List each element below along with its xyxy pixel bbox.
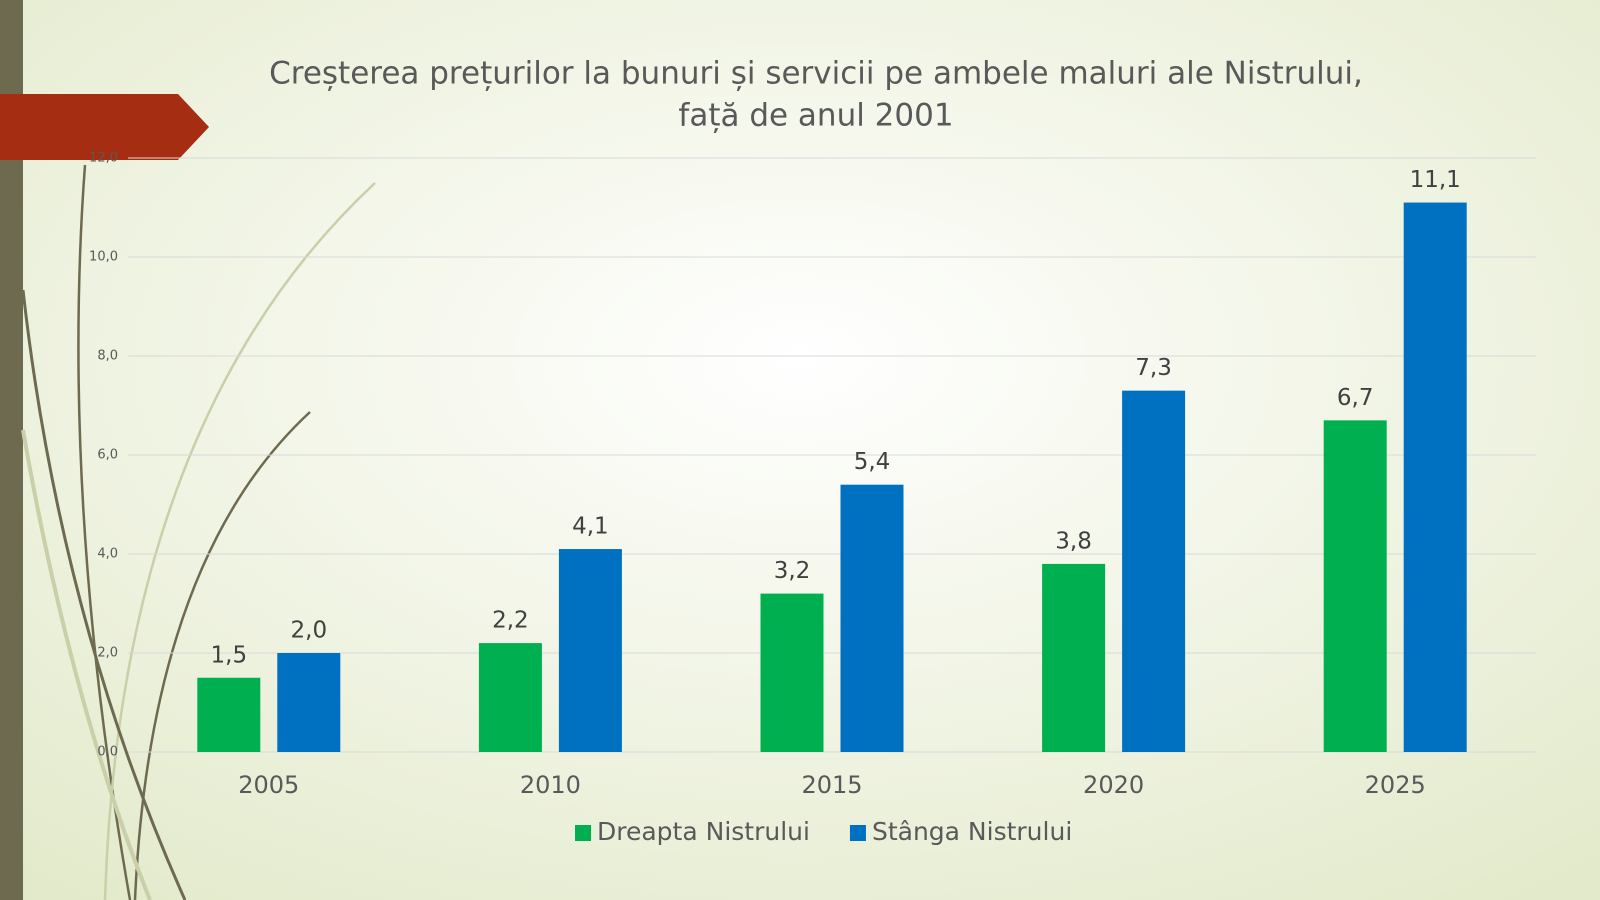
legend-label: Stânga Nistrului — [872, 817, 1072, 846]
bar — [1403, 202, 1467, 753]
chart-title: față de anul 2001 — [678, 98, 953, 134]
bar — [277, 653, 341, 752]
decor-curve — [21, 429, 152, 900]
value-label: 4,1 — [572, 514, 609, 540]
x-tick-label: 2025 — [1365, 771, 1426, 799]
y-tick-label: 8,0 — [97, 349, 118, 364]
plot-area: 0,0 2,0 4,0 6,0 8,0 10,0 12,0 2005 1,5 2,0 2010 2,2… — [89, 151, 1536, 846]
chart-title: Creșterea prețurilor la bunuri și servic… — [269, 56, 1363, 92]
decor-curve — [21, 289, 187, 900]
y-tick-label: 0,0 — [97, 745, 118, 760]
legend-swatch — [575, 825, 591, 841]
y-tick-label: 6,0 — [97, 448, 118, 463]
bar — [1122, 390, 1186, 752]
value-label: 3,8 — [1055, 528, 1092, 554]
bar — [558, 549, 622, 752]
bar — [840, 484, 904, 752]
value-label: 2,0 — [291, 618, 328, 644]
x-tick-label: 2015 — [801, 771, 862, 799]
value-label: 2,2 — [492, 608, 529, 634]
accent-arrow — [0, 94, 209, 160]
value-label: 5,4 — [854, 449, 891, 475]
x-tick-label: 2020 — [1083, 771, 1144, 799]
bar — [1323, 420, 1387, 752]
legend-swatch — [849, 825, 866, 841]
bar — [197, 677, 261, 752]
value-label: 1,5 — [211, 642, 248, 668]
side-band — [0, 0, 23, 900]
legend-label: Dreapta Nistrului — [597, 817, 810, 846]
value-label: 11,1 — [1410, 167, 1461, 193]
bar — [478, 643, 542, 752]
x-tick-label: 2010 — [520, 771, 581, 799]
bar — [1042, 563, 1106, 752]
value-label: 3,2 — [774, 558, 811, 584]
y-tick-label: 12,0 — [89, 151, 118, 166]
y-tick-label: 4,0 — [97, 547, 118, 562]
decor-curve — [103, 182, 376, 900]
bar — [760, 593, 824, 752]
y-tick-label: 10,0 — [89, 250, 118, 265]
decor-curve — [133, 411, 311, 900]
x-tick-label: 2005 — [238, 771, 299, 799]
value-label: 6,7 — [1337, 385, 1374, 411]
value-label: 7,3 — [1135, 355, 1172, 381]
y-tick-label: 2,0 — [97, 646, 118, 661]
